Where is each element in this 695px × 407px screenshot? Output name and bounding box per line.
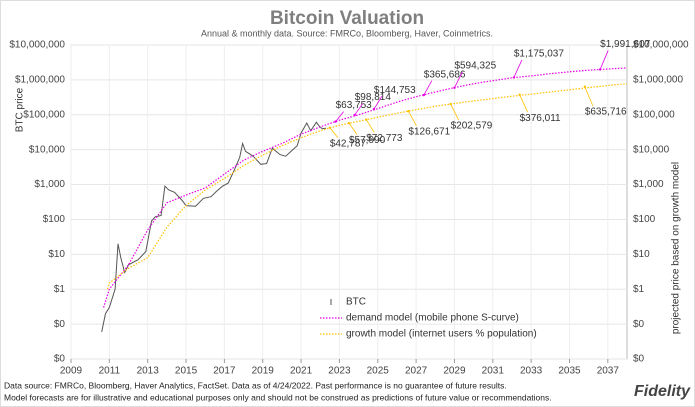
annotation-label: $72,773 bbox=[366, 133, 403, 144]
x-tick-label: 2025 bbox=[367, 366, 390, 377]
annotation-label: $126,671 bbox=[408, 126, 450, 137]
annotation-label: $376,011 bbox=[520, 113, 561, 124]
annotation-label: $202,579 bbox=[451, 121, 493, 132]
y-tick-label: $0 bbox=[54, 319, 66, 330]
annotation-point bbox=[353, 113, 356, 117]
annotation-label: $57,990 bbox=[349, 135, 386, 146]
annotation-leader bbox=[454, 71, 463, 88]
series-line bbox=[103, 67, 628, 308]
annotation-point bbox=[453, 86, 456, 89]
annotation-point bbox=[512, 76, 516, 79]
annotation-label: $1,175,037 bbox=[514, 49, 564, 60]
annotation-point bbox=[583, 85, 587, 88]
annotation-label: $1,991,607 bbox=[600, 39, 650, 50]
annotation-point bbox=[372, 107, 376, 111]
legend-label: BTC bbox=[346, 297, 366, 308]
footnote: Data source: FMRCo, Bloomberg, Haver Ana… bbox=[4, 380, 507, 390]
annotation-point bbox=[365, 118, 368, 121]
annotation-leader bbox=[365, 119, 375, 133]
y2-tick-label: $0 bbox=[633, 319, 645, 330]
y-tick-label: $0 bbox=[54, 354, 66, 365]
annotation-leader bbox=[423, 80, 433, 96]
x-tick-label: 2015 bbox=[175, 366, 198, 377]
x-tick-label: 2037 bbox=[597, 366, 620, 377]
annotation-leader bbox=[354, 103, 364, 116]
annotation-point bbox=[422, 93, 425, 97]
annotation-leader bbox=[513, 59, 523, 78]
annotation-label: $42,787 bbox=[330, 138, 367, 149]
annotation-point bbox=[334, 120, 337, 123]
y2-axis-label: projected price based on growth model bbox=[671, 162, 682, 334]
annotation-leader bbox=[348, 122, 358, 135]
legend-label: growth model (internet users % populatio… bbox=[346, 329, 537, 340]
x-tick-label: 2033 bbox=[520, 366, 543, 377]
y2-tick-label: $0 bbox=[633, 354, 645, 365]
y-tick-label: $1 bbox=[54, 284, 66, 295]
annotation-point bbox=[598, 68, 602, 71]
legend-label: demand model (mobile phone S-curve) bbox=[346, 313, 519, 324]
x-tick-label: 2035 bbox=[558, 366, 581, 377]
annotation-label: $365,686 bbox=[424, 69, 466, 80]
series-line bbox=[106, 83, 628, 290]
chart-subtitle: Annual & monthly data. Source: FMRCo, Bl… bbox=[201, 28, 493, 38]
annotation-point bbox=[518, 93, 521, 96]
y2-tick-label: $1,000 bbox=[633, 179, 664, 190]
annotation-point bbox=[328, 126, 332, 129]
y2-tick-label: $10 bbox=[633, 249, 650, 260]
annotation-point bbox=[347, 121, 351, 125]
x-tick-label: 2009 bbox=[60, 366, 83, 377]
annotation-label: $144,753 bbox=[374, 85, 416, 96]
y-tick-label: $10,000,000 bbox=[9, 40, 65, 51]
annotation-label: $594,325 bbox=[454, 60, 496, 71]
y-tick-label: $10 bbox=[48, 249, 65, 260]
annotation-leader bbox=[373, 95, 383, 110]
y-tick-label: $100,000 bbox=[23, 109, 65, 120]
y-tick-label: $10,000 bbox=[29, 144, 66, 155]
y2-tick-label: $100,000 bbox=[633, 109, 675, 120]
x-tick-label: 2013 bbox=[137, 366, 160, 377]
x-tick-label: 2027 bbox=[405, 366, 428, 377]
y2-tick-label: $100 bbox=[633, 214, 656, 225]
annotation-label: $98,814 bbox=[355, 92, 392, 103]
annotation-label: $635,716 bbox=[585, 106, 627, 117]
plot-area bbox=[70, 44, 628, 360]
x-tick-label: 2023 bbox=[328, 366, 351, 377]
annotation-leader bbox=[335, 111, 344, 122]
annotation-leader bbox=[329, 127, 339, 138]
annotation-point bbox=[407, 109, 410, 113]
annotation-leader bbox=[599, 50, 609, 70]
y-tick-label: $100 bbox=[43, 214, 66, 225]
annotation-point bbox=[449, 102, 452, 106]
y-axis-label: BTC price bbox=[15, 87, 26, 132]
annotation-leader bbox=[519, 94, 528, 113]
footnote: Model forecasts are for illustrative and… bbox=[4, 392, 552, 402]
y2-tick-label: $10,000 bbox=[633, 144, 670, 155]
annotation-leader bbox=[584, 86, 594, 106]
annotation-leader bbox=[450, 103, 459, 121]
x-tick-label: 2011 bbox=[99, 366, 121, 377]
series-line bbox=[101, 121, 327, 333]
y-tick-label: $1,000,000 bbox=[15, 75, 65, 86]
x-tick-label: 2017 bbox=[213, 366, 236, 377]
x-tick-label: 2019 bbox=[252, 366, 275, 377]
x-tick-label: 2021 bbox=[290, 366, 313, 377]
y2-tick-label: $10,000,000 bbox=[633, 40, 689, 51]
annotation-leader bbox=[408, 111, 417, 126]
x-tick-label: 2029 bbox=[443, 366, 466, 377]
y2-tick-label: $1,000,000 bbox=[633, 75, 683, 86]
chart-title: Bitcoin Valuation bbox=[270, 8, 424, 29]
logo: Fidelity bbox=[634, 383, 691, 400]
annotation-label: $63,753 bbox=[336, 100, 373, 111]
y-tick-label: $1,000 bbox=[34, 179, 65, 190]
x-tick-label: 2031 bbox=[482, 366, 505, 377]
y2-tick-label: $1 bbox=[633, 284, 645, 295]
